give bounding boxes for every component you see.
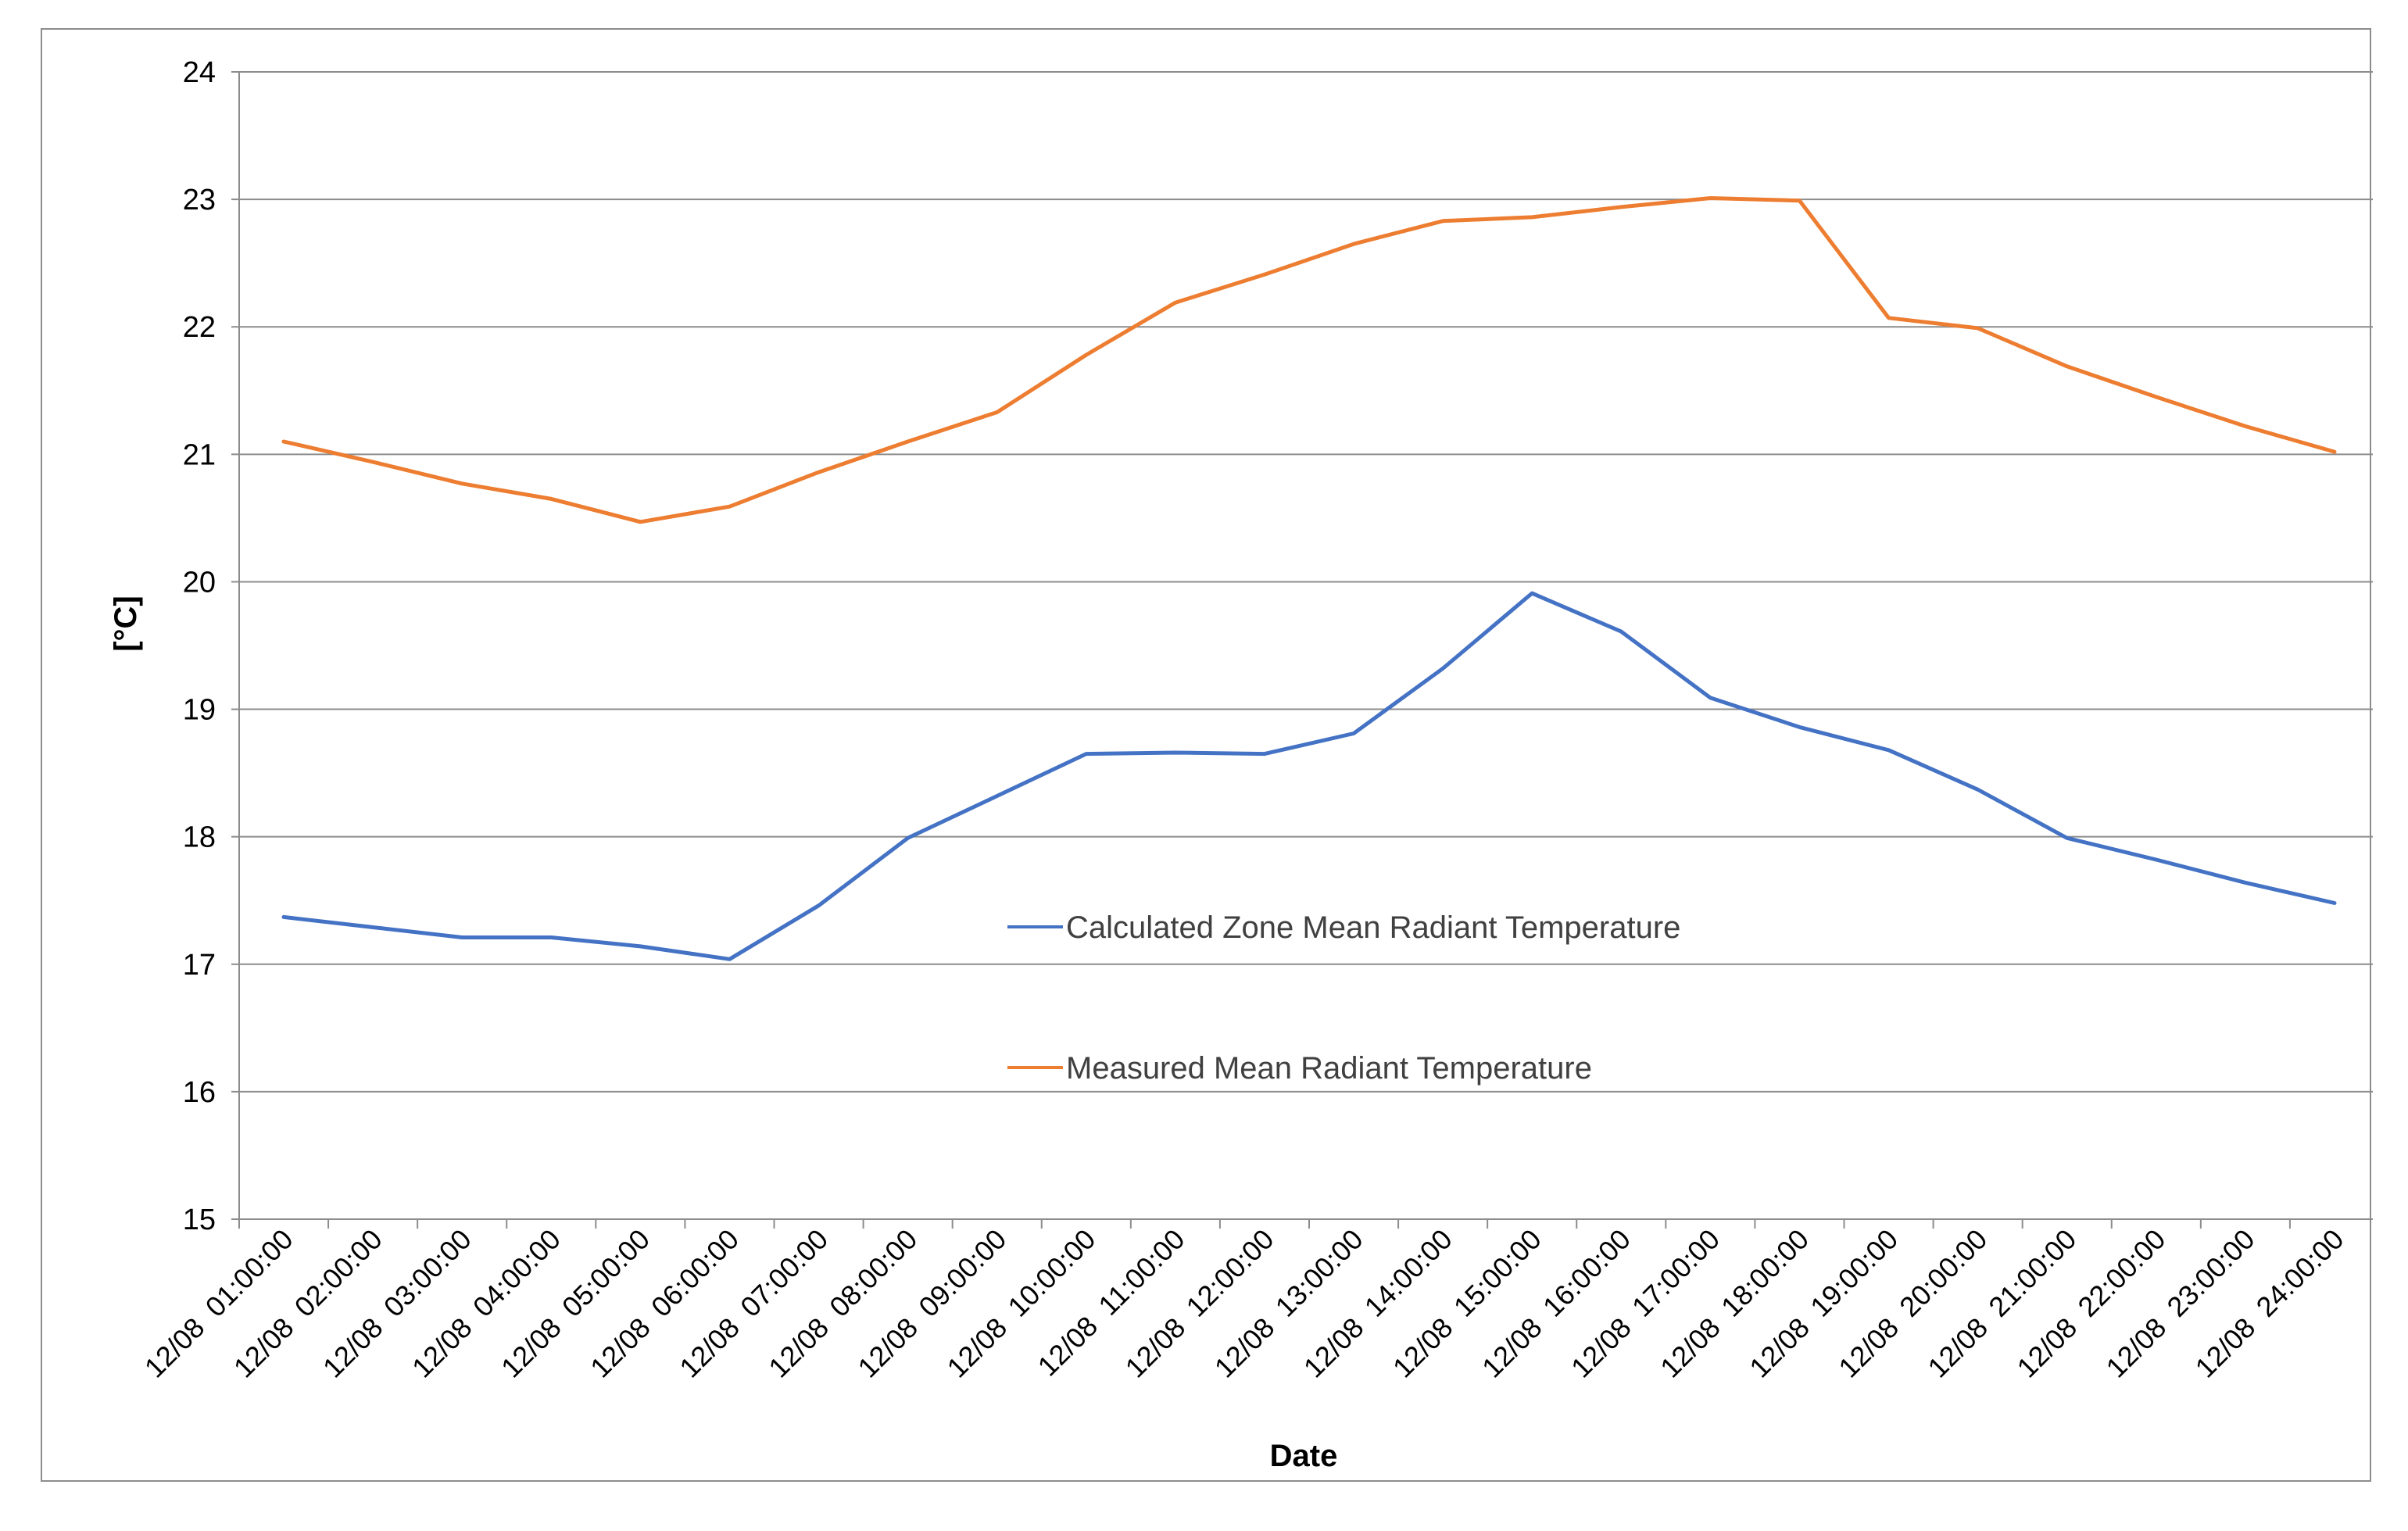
y-tick-labels: 15 16 17 18 19 20 21 22 23 24 — [183, 56, 216, 1236]
gridlines — [239, 71, 2373, 1093]
y-tick-label: 18 — [183, 821, 216, 854]
x-axis-label: Date — [1270, 1439, 1338, 1473]
y-tick-label: 19 — [183, 694, 216, 727]
series-line-1 — [281, 196, 2337, 524]
x-tick-label: 12/08 01:00:00 — [138, 1223, 299, 1384]
y-tick-label: 17 — [183, 949, 216, 982]
legend-label-calculated: Calculated Zone Mean Radiant Temperature — [1066, 910, 1680, 945]
legend-label-measured: Measured Mean Radiant Temperature — [1066, 1051, 1592, 1086]
axes — [231, 71, 2373, 1229]
y-tick-label: 21 — [183, 438, 216, 471]
line-chart: 15 16 17 18 19 20 21 22 23 24 12/08 01:00:0012/08… — [109, 56, 2373, 1473]
y-tick-label: 22 — [183, 311, 216, 344]
y-tick-label: 24 — [183, 56, 216, 89]
series-line-0 — [281, 591, 2337, 961]
series-lines — [281, 196, 2337, 961]
legend: Calculated Zone Mean Radiant Temperature… — [1007, 910, 1680, 1086]
y-tick-label: 16 — [183, 1076, 216, 1109]
y-tick-label: 15 — [183, 1204, 216, 1236]
chart-frame: 15 16 17 18 19 20 21 22 23 24 12/08 01:00:00 12/08… — [41, 28, 2373, 1482]
y-axis-label: [°C] — [109, 596, 143, 652]
y-tick-label: 23 — [183, 184, 216, 216]
y-tick-label: 20 — [183, 566, 216, 599]
